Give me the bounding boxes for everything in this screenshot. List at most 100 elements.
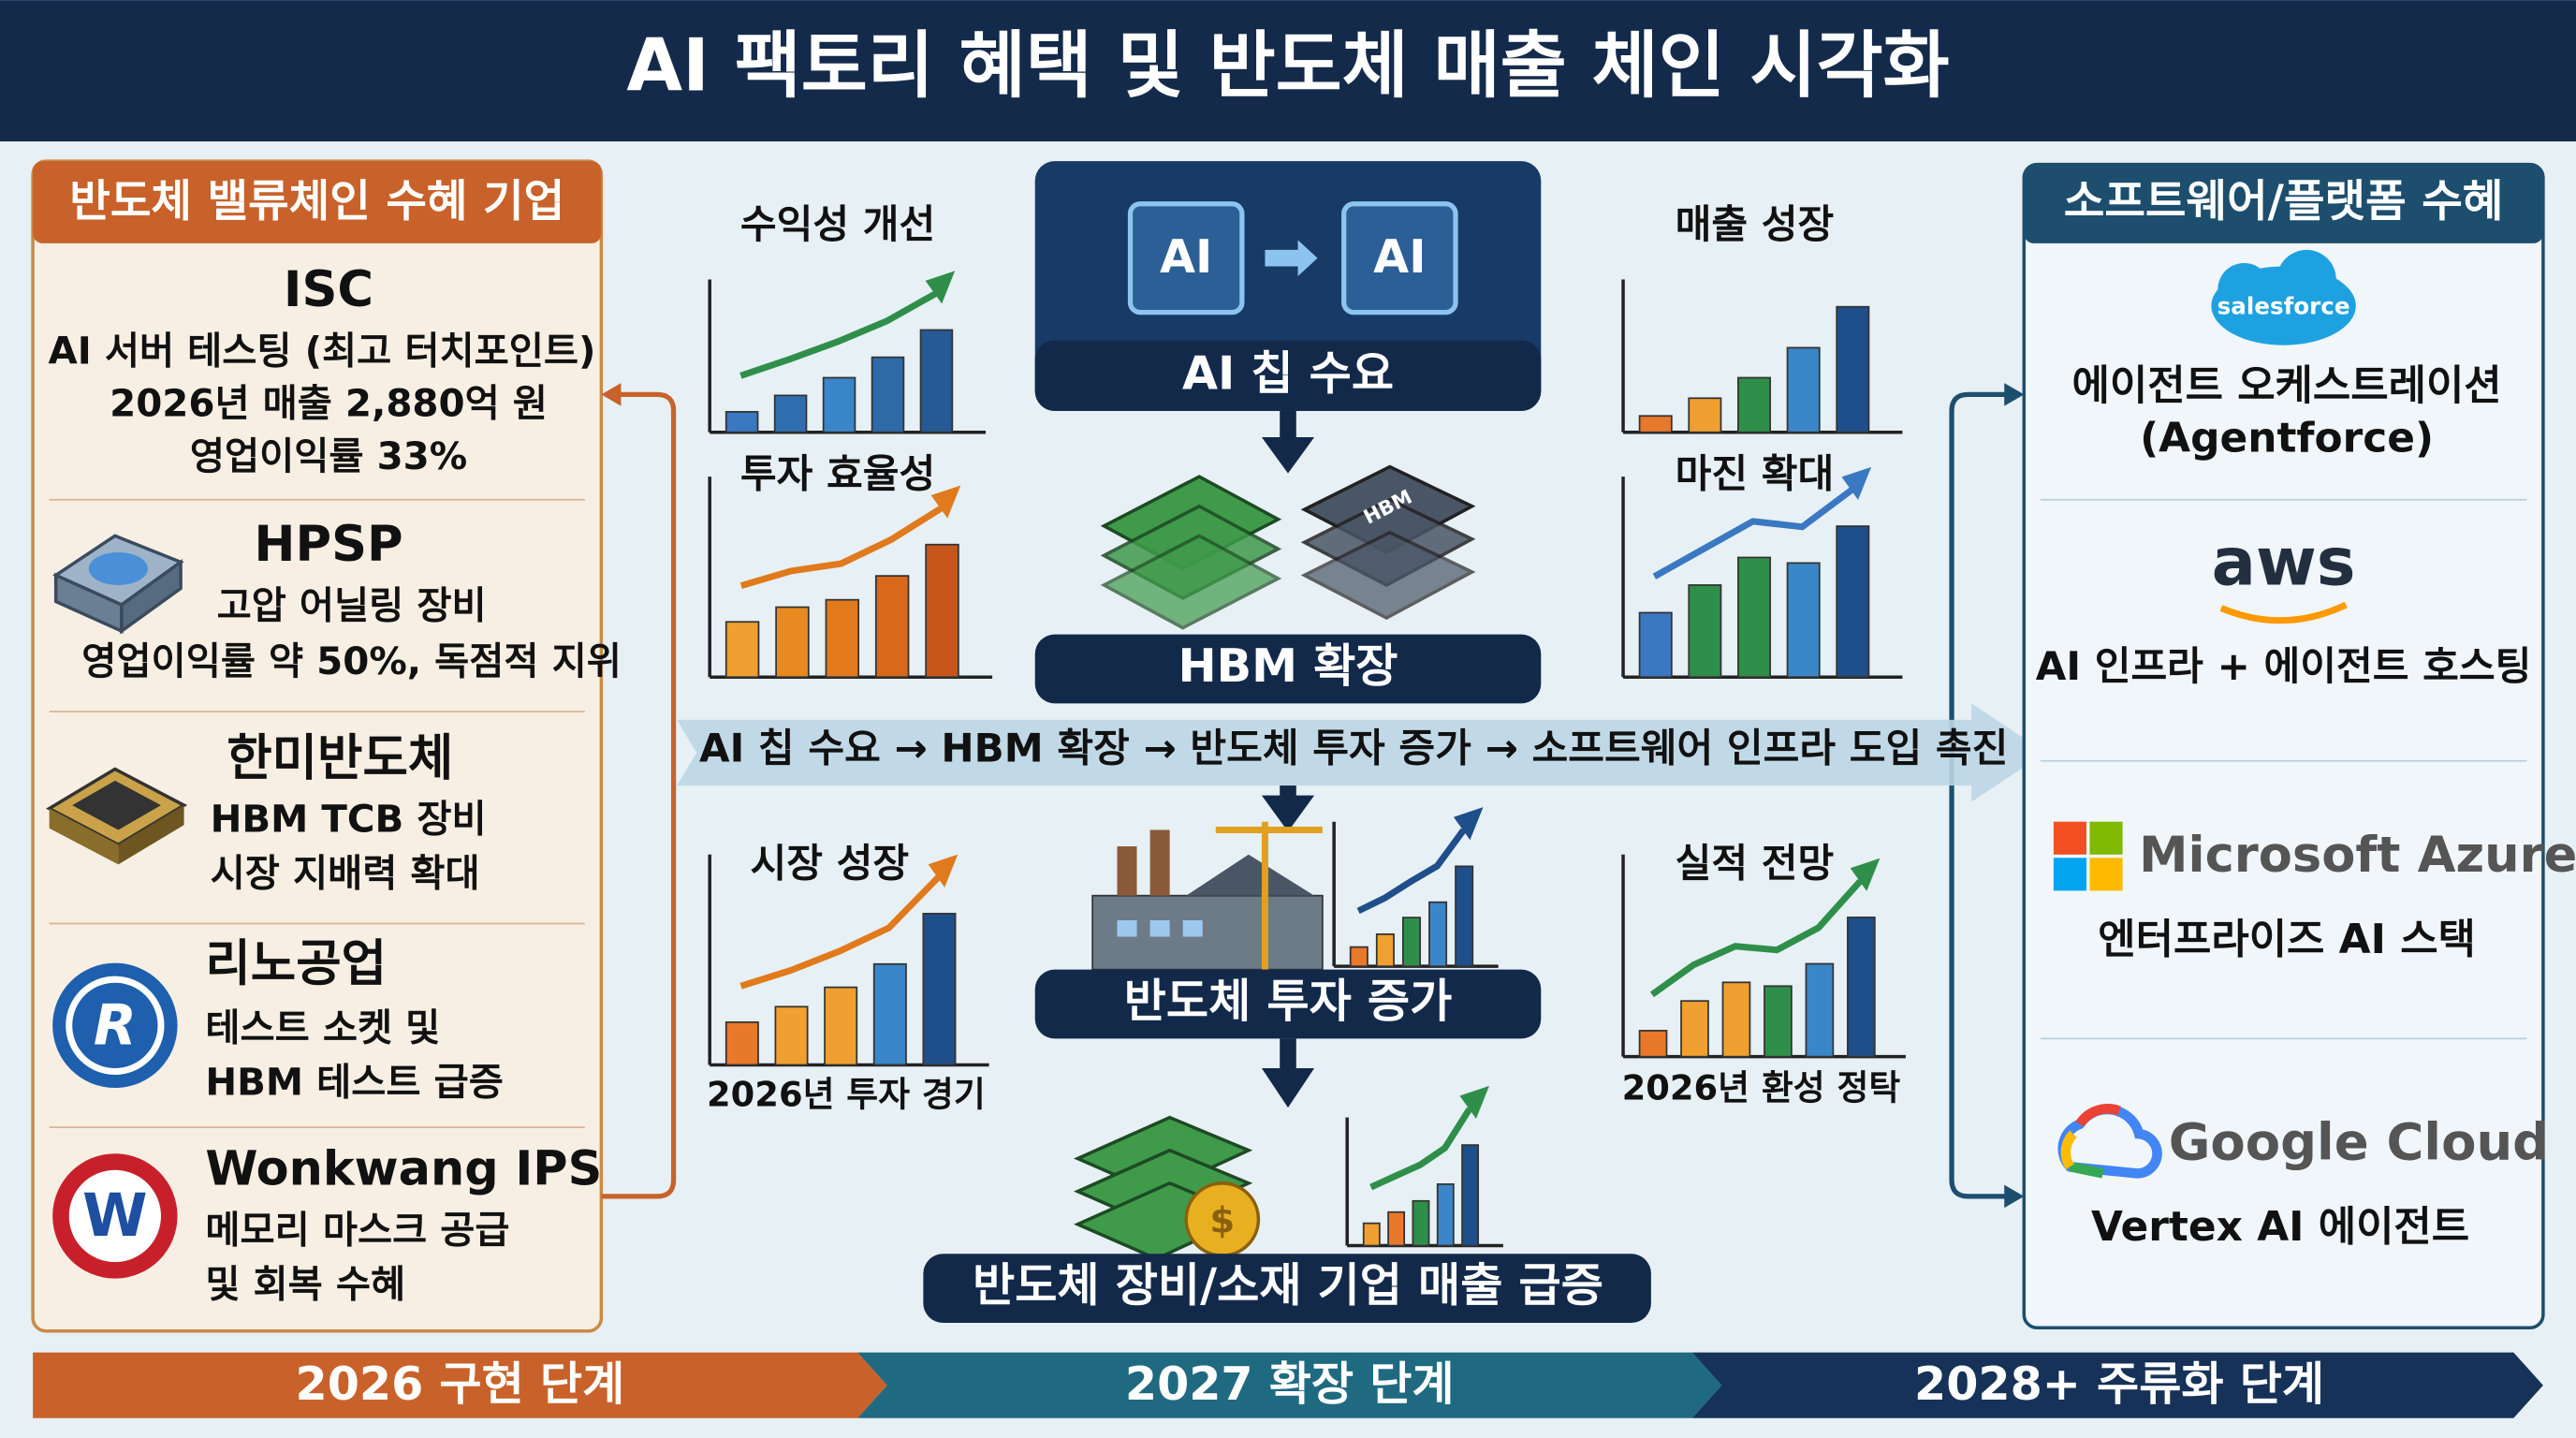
mini-bar	[1847, 917, 1876, 1058]
mini-bar	[1375, 933, 1395, 968]
company-line: 및 회복 수혜	[205, 1262, 405, 1306]
google-cloud-logo	[2057, 1104, 2162, 1179]
company-name: Wonkwang IPS	[205, 1142, 602, 1197]
mini-bar	[775, 606, 810, 679]
mini-bar	[1461, 1144, 1480, 1247]
flow-step: HBM 확장	[1178, 638, 1398, 693]
factory-icon	[1091, 821, 1324, 971]
mini-bar	[773, 394, 808, 433]
mini-bar	[1737, 376, 1771, 433]
company-name: 리노공업	[205, 935, 387, 992]
mini-bar	[1836, 305, 1870, 433]
rino-logo: R	[52, 962, 178, 1089]
mini-trend	[739, 874, 941, 990]
mini-bar	[825, 598, 860, 679]
money-icon: $	[1074, 1115, 1261, 1261]
mini-bar	[724, 411, 759, 433]
flow-step: 반도체 장비/소재 기업 매출 급증	[973, 1258, 1603, 1313]
platform-line: AI 인프라 + 에이전트 호스팅	[2036, 643, 2532, 689]
right-title: 소프트웨어/플랫폼 수혜	[2064, 176, 2504, 227]
flow-arrow	[1261, 785, 1315, 832]
phase-label: 2026 구현 단계	[296, 1357, 625, 1411]
mini-arrow	[930, 485, 961, 519]
title: AI 팩토리 혜택 및 반도체 매출 체인 시각화	[626, 24, 1949, 109]
flow-arrow	[1261, 410, 1315, 474]
mini-bar	[919, 329, 954, 433]
mini-bar	[1805, 962, 1835, 1058]
left-title: 반도체 밸류체인 수혜 기업	[69, 176, 564, 227]
company-line: HBM TCB 장비	[211, 798, 487, 842]
chip-label: AI	[1160, 229, 1212, 284]
mini-trend	[1649, 878, 1863, 998]
flow-arrow	[1261, 1038, 1315, 1108]
chip	[1127, 201, 1458, 315]
arrow-head	[601, 383, 622, 406]
mini-bar	[1786, 562, 1821, 679]
mini-bar	[1721, 981, 1751, 1058]
mini-bar	[1680, 1000, 1709, 1058]
company-line: 시장 지배력 확대	[211, 852, 480, 896]
platform-line: (Agentforce)	[2140, 415, 2434, 462]
company-name: ISC	[284, 261, 373, 318]
chart-title: 실적 전망	[1676, 841, 1835, 887]
flow-pill	[1034, 634, 1542, 704]
hanmi-icon	[46, 767, 188, 865]
phase-label: 2028+ 주류화 단계	[1914, 1357, 2324, 1411]
memory-icon	[1100, 464, 1476, 630]
platform-line: 에이전트 오케스트레이션	[2072, 361, 2502, 409]
svg-text:R: R	[94, 993, 137, 1058]
wonkwang-logo: W	[52, 1153, 178, 1279]
mini-bar	[1688, 584, 1722, 679]
mini-arrow	[1841, 466, 1872, 500]
mini-bar	[822, 376, 856, 433]
mini-bar	[1401, 917, 1421, 968]
platform-logo: Microsoft Azure	[2139, 827, 2576, 884]
mini-bar	[1638, 1030, 1668, 1058]
mini-bar	[1362, 1222, 1381, 1247]
company-line: 영업이익률 약 50%, 독점적 지위	[81, 639, 622, 683]
mini-bar	[1436, 1182, 1455, 1247]
salesforce-logo	[2211, 249, 2356, 345]
chart-title: 매출 성장	[1676, 201, 1835, 247]
arrow-head	[2004, 383, 2025, 406]
company-line: 영업이익률 33%	[190, 434, 467, 478]
mini-trend	[739, 290, 937, 379]
platform-line: Vertex AI 에이전트	[2091, 1203, 2469, 1251]
microsoft-logo	[2053, 821, 2123, 891]
mini-bar	[1764, 985, 1793, 1058]
mini-bar	[874, 575, 910, 679]
svg-text:$: $	[1209, 1199, 1235, 1241]
company-line: AI 서버 테스팅 (최고 터치포인트)	[49, 329, 596, 373]
mini-bar	[871, 356, 905, 433]
company-name: HPSP	[254, 516, 402, 573]
mini-bar	[1428, 901, 1448, 968]
mini-bar	[724, 1021, 759, 1066]
mini-bar	[922, 913, 957, 1066]
chart-title: 투자 효율성	[740, 451, 935, 497]
arrow-head	[2004, 1184, 2025, 1209]
mini-bar	[1455, 865, 1474, 968]
mini-bar	[1638, 611, 1673, 679]
company-line: HBM 테스트 급증	[205, 1061, 503, 1105]
mini-bar	[1688, 397, 1722, 433]
mini-bar	[824, 986, 858, 1066]
chart-title: 마진 확대	[1676, 451, 1835, 497]
mini-bar	[1412, 1199, 1430, 1247]
mini-bar	[1737, 556, 1771, 679]
mini-arrow	[1850, 858, 1881, 891]
mini-bar	[1387, 1211, 1406, 1247]
platform-line: 엔터프라이즈 AI 스택	[2098, 916, 2476, 963]
company-line: 2026년 매출 2,880억 원	[110, 382, 548, 426]
right-bracket	[1949, 391, 2014, 1199]
chip-label: AI	[1373, 229, 1426, 284]
svg-text:W: W	[82, 1181, 148, 1250]
mini-arrow	[1453, 807, 1484, 841]
hpsp-icon	[52, 534, 184, 635]
company-line: 메모리 마스크 공급	[205, 1208, 509, 1252]
chain-text: AI 칩 수요 → HBM 확장 → 반도체 투자 증가 → 소프트웨어 인프라…	[699, 726, 2008, 771]
mini-arrow	[925, 271, 956, 304]
flow-step: AI 칩 수요	[1182, 346, 1394, 401]
platform-logo: aws	[2212, 524, 2356, 601]
mini-trend	[739, 506, 944, 590]
mini-arrow	[1459, 1085, 1489, 1120]
